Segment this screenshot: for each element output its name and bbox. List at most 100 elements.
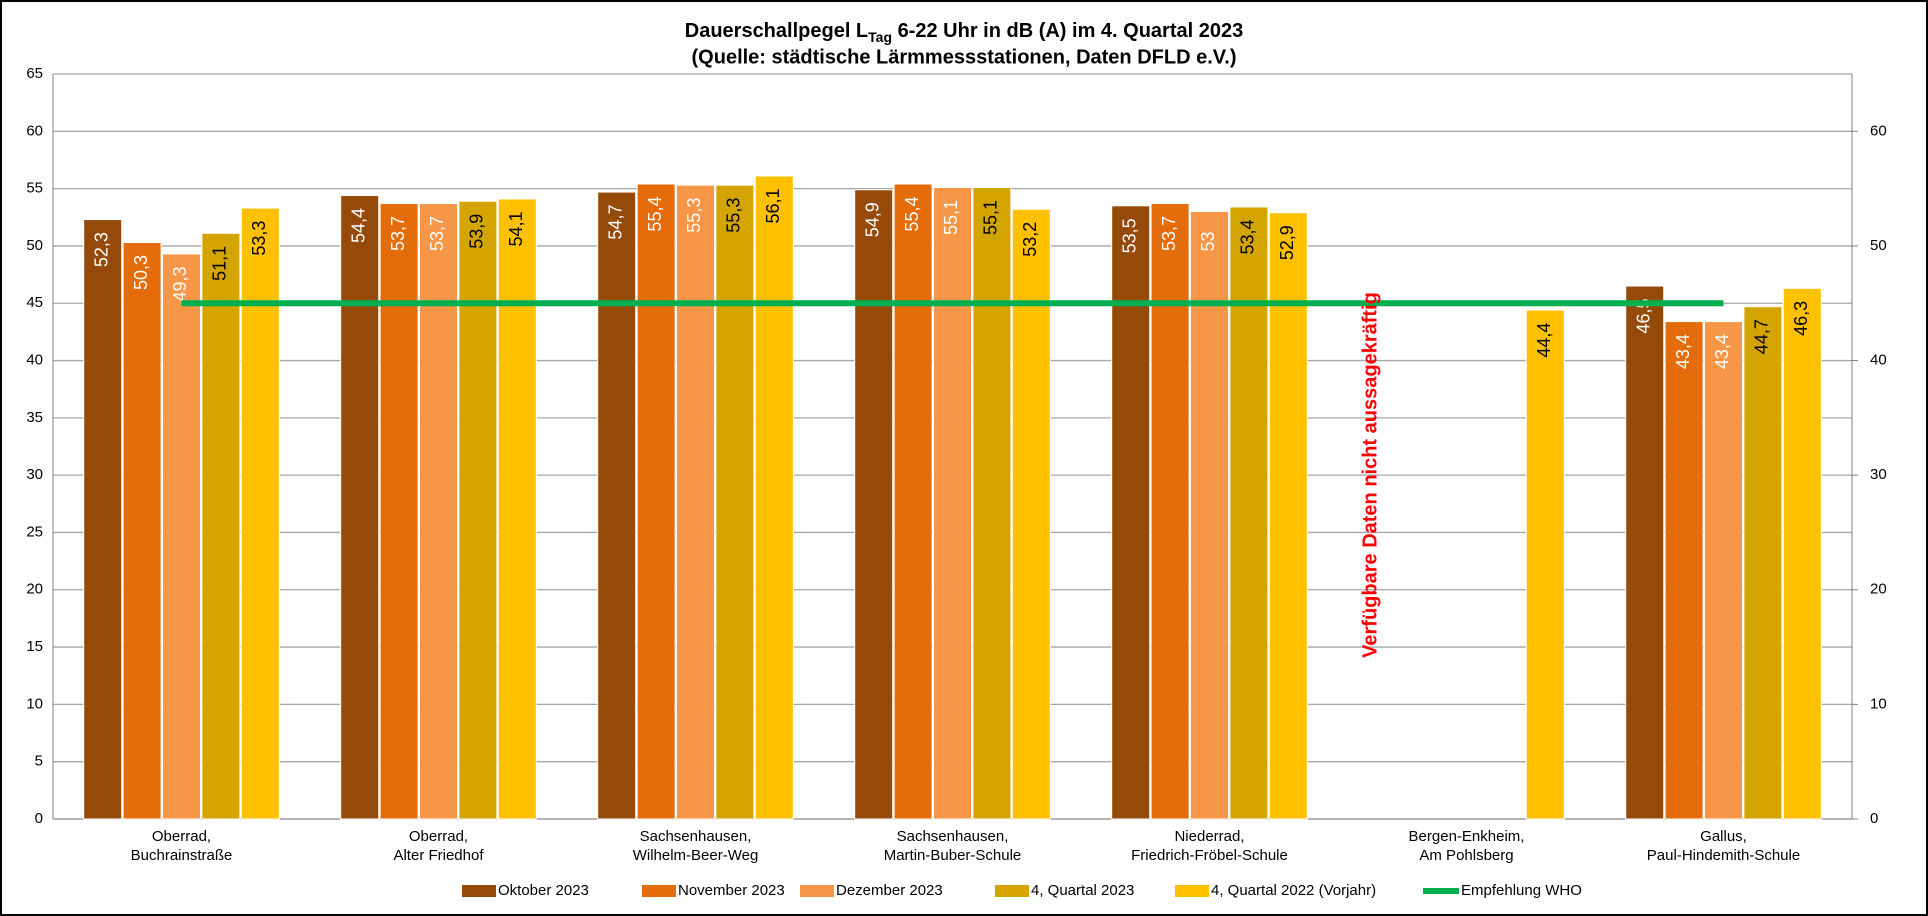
legend-marker xyxy=(642,885,676,897)
value-label: 44,7 xyxy=(1752,319,1772,354)
value-label: 53 xyxy=(1198,232,1218,252)
value-label: 54,7 xyxy=(605,205,625,240)
x-tick-label: Gallus, xyxy=(1700,828,1747,845)
value-label: 49,3 xyxy=(170,266,190,301)
value-label: 54,1 xyxy=(506,211,526,246)
bar xyxy=(1229,206,1269,820)
x-tick-label: Sachsenhausen, xyxy=(640,828,752,845)
bar xyxy=(1704,321,1743,820)
y-tick-label: 35 xyxy=(26,409,43,426)
value-label: 53,5 xyxy=(1119,218,1139,253)
y-tick-label: 65 xyxy=(26,65,43,82)
value-label: 52,9 xyxy=(1277,225,1297,260)
chart-title: Dauerschallpegel LTag 6-22 Uhr in dB (A)… xyxy=(685,20,1243,44)
x-tick-label: Sachsenhausen, xyxy=(897,828,1009,845)
y-tick-label: 20 xyxy=(26,581,43,598)
value-label: 56,1 xyxy=(763,188,783,223)
y2-tick-label: 60 xyxy=(1870,122,1887,139)
value-label: 54,9 xyxy=(862,202,882,237)
x-tick-label: Niederrad, xyxy=(1174,828,1244,845)
value-label: 55,1 xyxy=(981,200,1001,235)
value-label: 54,4 xyxy=(348,208,368,243)
y-tick-label: 30 xyxy=(26,466,43,483)
value-label: 46,5 xyxy=(1633,299,1653,334)
y-tick-label: 55 xyxy=(26,180,43,197)
bar xyxy=(1525,309,1565,820)
bar xyxy=(122,241,162,820)
value-label: 52,3 xyxy=(91,232,111,267)
value-label: 53,7 xyxy=(427,216,447,251)
annotation: Verfügbare Daten nicht aussagekräftig xyxy=(1360,292,1382,658)
bar xyxy=(1625,285,1665,820)
bar xyxy=(1782,287,1822,820)
legend-marker xyxy=(1175,885,1209,897)
value-label: 44,4 xyxy=(1534,323,1554,358)
value-label: 53,7 xyxy=(1159,216,1179,251)
value-label: 46,3 xyxy=(1791,301,1811,336)
bar xyxy=(201,232,241,820)
value-label: 53,2 xyxy=(1020,222,1040,257)
value-label: 55,4 xyxy=(645,197,665,232)
bar xyxy=(893,183,933,820)
bar xyxy=(1664,321,1704,820)
x-tick-label: Am Pohlsberg xyxy=(1419,847,1513,864)
bar xyxy=(497,198,537,820)
y-tick-label: 50 xyxy=(26,237,43,254)
y-tick-label: 60 xyxy=(26,122,43,139)
value-label: 55,4 xyxy=(902,197,922,232)
legend-label: Oktober 2023 xyxy=(498,882,589,899)
x-tick-label: Alter Friedhof xyxy=(393,847,484,864)
x-tick-label: Martin-Buber-Schule xyxy=(884,847,1022,864)
legend-marker xyxy=(995,885,1029,897)
legend-label: 4, Quartal 2022 (Vorjahr) xyxy=(1211,882,1376,899)
bar xyxy=(597,191,637,820)
y2-tick-label: 20 xyxy=(1870,581,1887,598)
value-label: 53,7 xyxy=(388,216,408,251)
bar xyxy=(83,219,123,820)
x-tick-label: Wilhelm-Beer-Weg xyxy=(633,847,759,864)
value-label: 53,9 xyxy=(467,214,487,249)
y-tick-label: 40 xyxy=(26,352,43,369)
bar xyxy=(1011,208,1051,820)
bar xyxy=(854,189,894,820)
bar xyxy=(1743,306,1783,820)
bar xyxy=(458,200,498,820)
bar xyxy=(379,203,419,820)
y-tick-label: 45 xyxy=(26,294,43,311)
bar xyxy=(162,253,201,820)
legend-label: Dezember 2023 xyxy=(836,882,943,899)
legend-label: Empfehlung WHO xyxy=(1461,882,1582,899)
bar xyxy=(419,203,458,820)
legend-marker xyxy=(462,885,496,897)
y2-tick-label: 10 xyxy=(1870,695,1887,712)
legend-label: November 2023 xyxy=(678,882,785,899)
y2-tick-label: 0 xyxy=(1870,810,1878,827)
y-tick-label: 25 xyxy=(26,523,43,540)
bar xyxy=(972,186,1012,820)
y-tick-label: 0 xyxy=(35,810,43,827)
value-label: 55,3 xyxy=(684,198,704,233)
x-tick-label: Oberrad, xyxy=(409,828,468,845)
value-label: 43,4 xyxy=(1673,334,1693,369)
value-label: 53,3 xyxy=(249,221,269,256)
bar xyxy=(933,186,972,820)
bar xyxy=(1111,205,1151,820)
legend-label: 4, Quartal 2023 xyxy=(1031,882,1134,899)
x-tick-label: Paul-Hindemith-Schule xyxy=(1647,847,1800,864)
y-tick-label: 5 xyxy=(35,753,43,770)
y2-tick-label: 30 xyxy=(1870,466,1887,483)
bar xyxy=(240,207,280,820)
x-tick-label: Buchrainstraße xyxy=(131,847,233,864)
x-tick-label: Oberrad, xyxy=(152,828,211,845)
value-label: 51,1 xyxy=(210,246,230,281)
legend-marker xyxy=(800,885,834,897)
y-tick-label: 10 xyxy=(26,695,43,712)
value-label: 50,3 xyxy=(131,255,151,290)
chart-subtitle: (Quelle: städtische Lärmmessstationen, D… xyxy=(692,46,1237,68)
y2-tick-label: 40 xyxy=(1870,352,1887,369)
bar xyxy=(1190,211,1229,820)
value-label: 55,1 xyxy=(941,200,961,235)
bar xyxy=(1268,212,1308,820)
x-tick-label: Friedrich-Fröbel-Schule xyxy=(1131,847,1288,864)
